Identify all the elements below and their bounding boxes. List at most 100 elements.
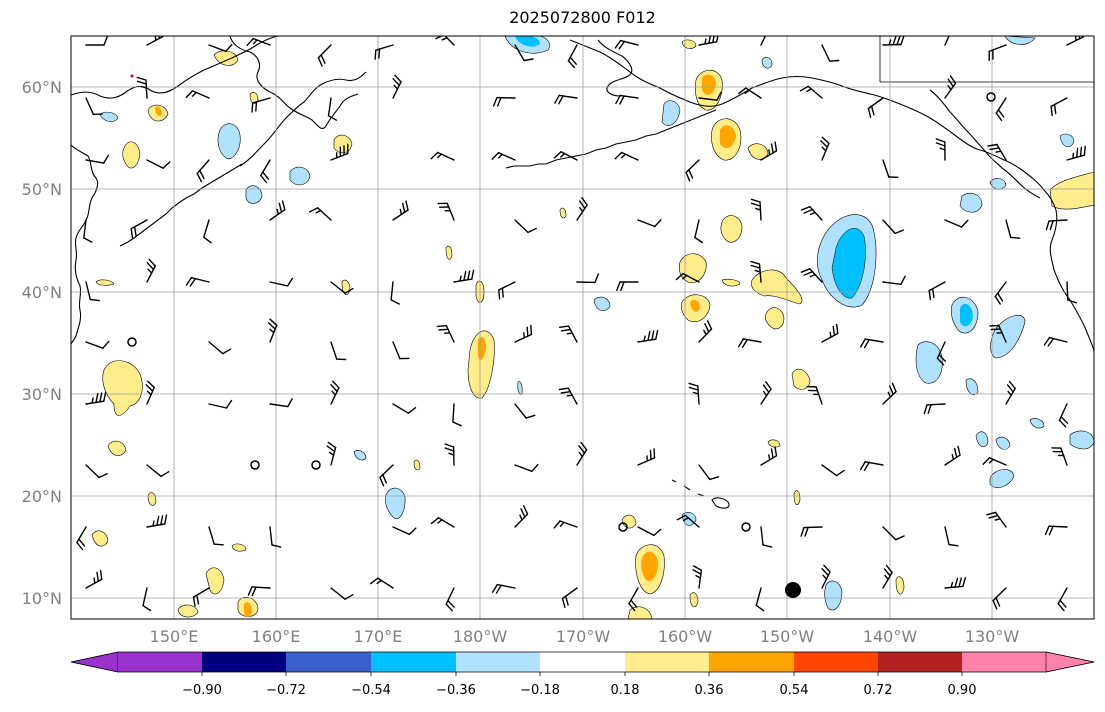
wind-barb-flag: [374, 49, 377, 60]
wind-barb-flag: [806, 88, 812, 93]
wind-barb-flag: [553, 151, 562, 159]
wind-barb-flag: [859, 461, 866, 471]
wind-barb-shaft: [995, 97, 1007, 114]
positive-contour: [231, 543, 247, 552]
wind-barb-shaft: [437, 151, 455, 161]
wind-barb-flag: [809, 273, 816, 278]
wind-barb-shaft: [452, 403, 455, 423]
wind-barb-flag: [196, 172, 203, 183]
wind-barb-flag: [935, 142, 946, 147]
wind-barb-flag: [958, 577, 963, 588]
kuril-islands: [119, 163, 243, 247]
wind-barb-shaft: [944, 219, 963, 228]
wind-barb-flag: [982, 457, 991, 465]
wind-barb-flag: [530, 324, 533, 336]
wind-barb-flag: [774, 446, 778, 457]
wind-barb-flag: [393, 84, 399, 90]
wind-barb-flag: [98, 473, 108, 479]
coastlines: [71, 36, 1094, 509]
wind-barb-shaft: [882, 159, 890, 178]
wind-barb-shaft: [317, 44, 332, 59]
wind-barb-shaft: [559, 520, 578, 528]
asia-coastline: [71, 144, 99, 345]
wind-barb-flag: [763, 390, 768, 397]
wind-barb-flag: [222, 348, 232, 355]
wind-barb-shaft: [567, 44, 578, 62]
lat-label: 30°N: [22, 385, 62, 404]
wind-barb-shaft: [446, 202, 455, 221]
wind-barb-shaft: [377, 577, 394, 589]
wind-barb-shaft: [269, 281, 289, 287]
wind-barb-flag: [247, 586, 253, 596]
wind-barb-flag: [146, 390, 152, 396]
wind-barb-flag: [823, 564, 831, 573]
wind-barb-flag: [496, 96, 502, 107]
wind-barb-flag: [997, 109, 1005, 118]
wind-barb-shaft: [269, 526, 273, 546]
wind-barb-flag: [762, 544, 773, 548]
wind-barb-flag: [148, 258, 156, 267]
wind-barb-flag: [136, 76, 147, 81]
wind-barb-shaft: [514, 464, 533, 472]
lat-label: 50°N: [22, 180, 62, 199]
wind-barb-flag: [995, 597, 1001, 607]
wind-barb-flag: [444, 443, 455, 448]
wind-barb-flag: [531, 463, 539, 472]
wind-barb-flag: [692, 565, 703, 571]
wind-barb-flag: [495, 584, 502, 594]
wind-barb-flag: [1053, 103, 1057, 115]
wind-barb-flag: [185, 277, 193, 286]
wind-barb-flag: [694, 236, 704, 244]
colorbar-tick-label: 0.54: [780, 683, 809, 698]
lon-label: 150°E: [150, 627, 199, 646]
wind-barb-flag: [895, 535, 905, 541]
lon-label: 130°W: [965, 627, 1020, 646]
wind-barb-flag: [1075, 147, 1079, 159]
wind-barb-flag: [525, 414, 536, 419]
wind-barb-flag: [1057, 603, 1065, 612]
wind-barb-shaft: [85, 464, 100, 479]
positive-contour: [155, 106, 162, 116]
negative-contour: [1069, 430, 1094, 450]
negative-contour: [824, 580, 843, 611]
wind-barb-shaft: [992, 587, 1007, 602]
wind-barb-flag: [692, 569, 702, 575]
wind-barb-flag: [408, 527, 417, 536]
wind-barb-flag: [892, 36, 897, 46]
wind-barb-flag: [286, 277, 294, 287]
wind-barb-shaft: [928, 281, 946, 292]
colorbar-tick-label: 0.90: [948, 683, 977, 698]
wind-barb-flag: [558, 387, 569, 391]
wind-barb-flag: [799, 85, 809, 92]
wind-barb-flag: [103, 36, 108, 46]
wind-barb-shaft: [85, 281, 92, 301]
wind-barb-flag: [581, 196, 588, 206]
positive-contour: [95, 279, 115, 286]
wind-barb-flag: [331, 390, 337, 396]
colorbar-segment: [371, 652, 456, 672]
positive-contour: [791, 368, 811, 390]
wind-barb-shaft: [1050, 97, 1068, 108]
wind-barb-shaft: [514, 44, 525, 62]
colorbar-segment: [709, 652, 794, 672]
map-area: [71, 36, 1094, 619]
wind-barb-flag: [800, 268, 811, 273]
negative-contour: [989, 469, 1015, 488]
wind-barb-shaft: [994, 281, 1007, 298]
lon-axis: 150°E 160°E 170°E 180°W 170°W 160°W 150°…: [150, 627, 1020, 646]
wind-barb-flag: [436, 325, 448, 328]
wind-barb-shaft: [760, 388, 772, 405]
wind-barb-flag: [578, 451, 584, 458]
wind-barb-flag: [939, 147, 946, 151]
wind-barb-flag: [863, 461, 870, 471]
station-marker: [130, 74, 134, 78]
alaska-coast: [569, 39, 1094, 353]
positive-contour: [413, 459, 421, 471]
wind-barb-shaft: [85, 578, 103, 589]
positive-contour: [244, 602, 252, 618]
negative-contour: [915, 341, 943, 384]
wind-barb-shaft: [83, 219, 87, 239]
wind-barb-flag: [437, 153, 442, 159]
wind-barb-flag: [99, 392, 103, 403]
wind-barb-shaft: [1005, 219, 1012, 239]
